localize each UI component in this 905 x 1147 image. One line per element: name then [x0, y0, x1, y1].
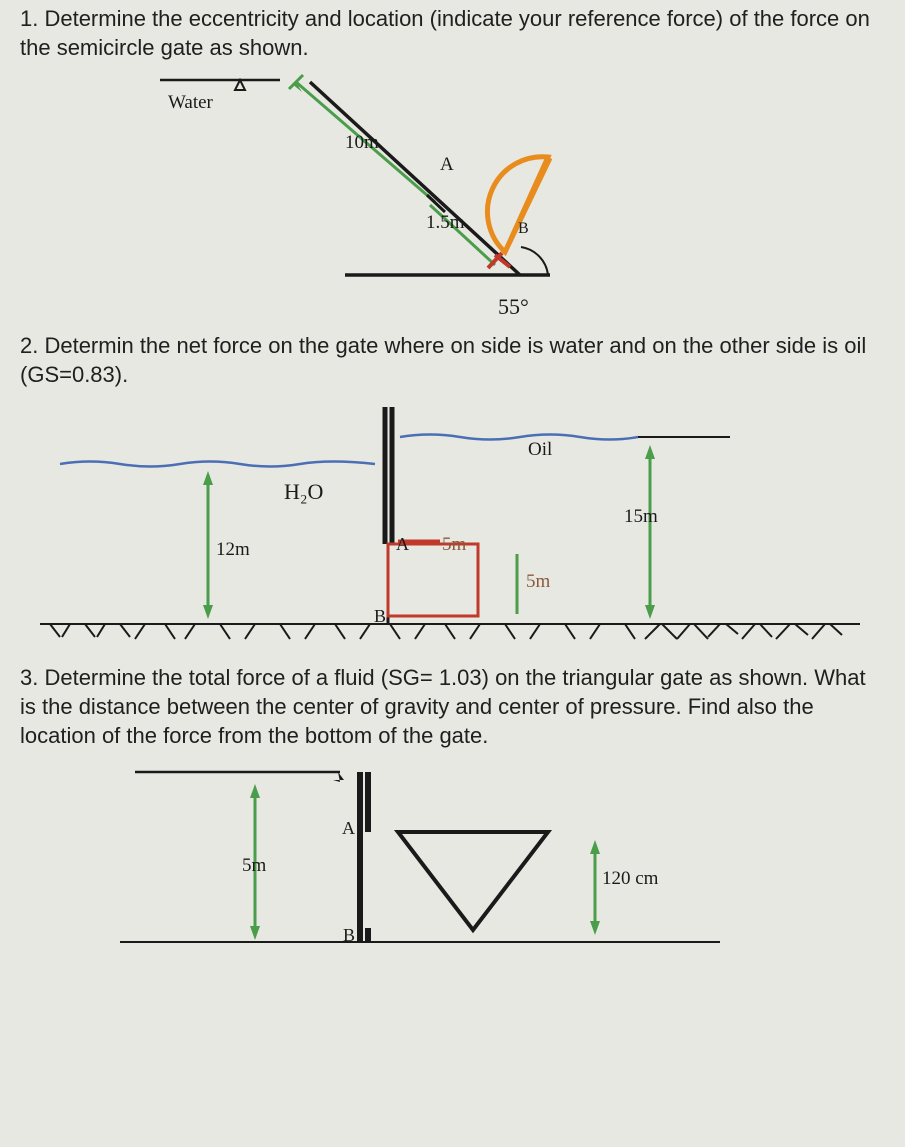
problem3-text: 3. Determine the total force of a fluid … — [20, 664, 885, 750]
len-12m: 12m — [216, 539, 250, 561]
angle-55: 55° — [498, 294, 529, 320]
point-a-2: A — [396, 534, 409, 555]
h2o-label: H₂O — [284, 479, 323, 505]
diagram3: 5m A B 120 cm — [20, 760, 885, 950]
len-120cm: 120 cm — [602, 868, 658, 890]
len-15m: 15m — [624, 506, 658, 528]
point-b-1: B — [518, 220, 529, 238]
problem1-text: 1. Determine the eccentricity and locati… — [20, 5, 885, 62]
point-a-3: A — [342, 818, 355, 839]
water-label: Water — [168, 92, 213, 114]
oil-label: Oil — [528, 439, 552, 461]
len-1-5m: 1.5m — [426, 212, 465, 234]
point-a-1: A — [440, 154, 454, 176]
len-5m-side: 5m — [526, 571, 550, 593]
point-b-2: B — [374, 606, 386, 627]
len-10m: 10m — [345, 132, 379, 154]
diagram1: Water 10m A 1.5m B 55° — [20, 72, 885, 332]
problem2-text: 2. Determin the net force on the gate wh… — [20, 332, 885, 389]
len-5m-3: 5m — [242, 855, 266, 877]
point-b-3: B — [343, 925, 355, 946]
len-5m-top: 5m — [442, 534, 466, 556]
diagram2: H₂O Oil 12m 15m A B 5m 5m — [20, 399, 885, 654]
